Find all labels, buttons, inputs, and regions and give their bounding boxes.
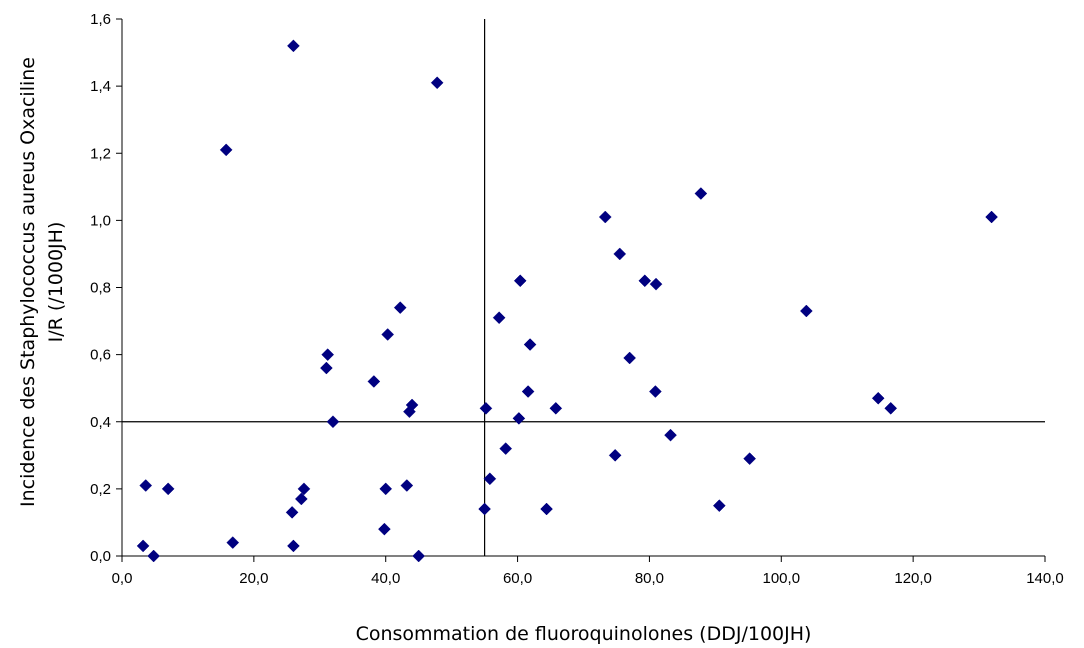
data-point (400, 479, 414, 492)
data-point (479, 401, 493, 415)
data-point (381, 328, 395, 341)
data-point (139, 479, 153, 492)
data-point (287, 39, 300, 53)
data-point (321, 348, 335, 361)
y-tick-label: 1,4 (90, 78, 111, 95)
plot-area: 0,0 20,0 40,0 60,0 80,0 100,0 120,0 140,0 0,00,… (90, 11, 1064, 587)
y-tick-label: 1,6 (90, 11, 111, 28)
data-point (799, 304, 813, 318)
data-point (649, 385, 662, 398)
data-point (985, 210, 998, 224)
data-point (483, 472, 497, 486)
x-tick-label: 120,0 (894, 570, 932, 587)
x-tick-label: 140,0 (1026, 570, 1064, 587)
data-point (430, 76, 444, 90)
data-point (294, 492, 308, 506)
data-point (743, 452, 756, 466)
data-point (147, 549, 160, 563)
data-point (513, 274, 527, 288)
data-point (884, 401, 898, 415)
data-point (161, 482, 175, 496)
x-axis-title: Consommation de fluoroquinolones (DDJ/10… (356, 623, 812, 645)
data-point (478, 502, 491, 516)
x-tick-label: 60,0 (503, 570, 532, 587)
x-tick-label: 0,0 (112, 570, 133, 587)
y-axis-title-line1: Incidence des Staphylococcus aureus Oxac… (17, 57, 39, 507)
data-point (540, 502, 553, 516)
data-point (297, 482, 311, 496)
data-point (638, 274, 652, 288)
data-point (378, 522, 391, 536)
data-point (219, 143, 233, 157)
data-point (379, 482, 393, 496)
data-point (694, 187, 708, 200)
data-point (226, 536, 240, 549)
data-point (512, 412, 526, 425)
data-point (499, 442, 513, 455)
data-point (136, 539, 150, 553)
data-point (287, 539, 300, 553)
y-axis-title-line2: I/R (/1000JH) (45, 222, 67, 343)
y-tick-label: 0,2 (90, 481, 111, 498)
y-axis-title: Incidence des Staphylococcus aureus Oxac… (17, 57, 67, 507)
x-tick-label: 20,0 (239, 570, 268, 587)
y-tick-label: 1,0 (90, 212, 111, 229)
y-tick-label: 0,8 (90, 280, 111, 297)
y-tick-label: 0,6 (90, 347, 111, 364)
data-point (871, 391, 885, 405)
data-point (521, 385, 535, 398)
data-point (664, 428, 677, 442)
data-point (393, 301, 407, 314)
x-tick-label: 80,0 (635, 570, 664, 587)
data-point (492, 311, 506, 325)
data-point (412, 549, 426, 563)
data-point (549, 401, 563, 415)
data-point (649, 277, 663, 291)
data-point (613, 247, 627, 261)
y-axis-ticks: 0,0 0,2 0,4 0,6 0,8 1,0 1,2 1,4 1,6 (90, 11, 122, 565)
x-tick-label: 40,0 (371, 570, 400, 587)
data-point (598, 210, 612, 224)
data-point (712, 499, 726, 513)
data-point (623, 351, 637, 365)
data-point (320, 361, 333, 375)
x-tick-label: 100,0 (763, 570, 801, 587)
data-points (136, 39, 998, 563)
y-tick-label: 1,2 (90, 145, 111, 162)
data-point (285, 506, 299, 519)
data-point (405, 398, 419, 412)
data-point (367, 375, 381, 388)
y-tick-label: 0,0 (90, 548, 111, 565)
data-point (523, 338, 537, 351)
y-tick-label: 0,4 (90, 414, 111, 431)
data-point (326, 415, 340, 429)
x-axis-ticks: 0,0 20,0 40,0 60,0 80,0 100,0 120,0 140,0 (112, 556, 1064, 587)
data-point (608, 448, 622, 462)
